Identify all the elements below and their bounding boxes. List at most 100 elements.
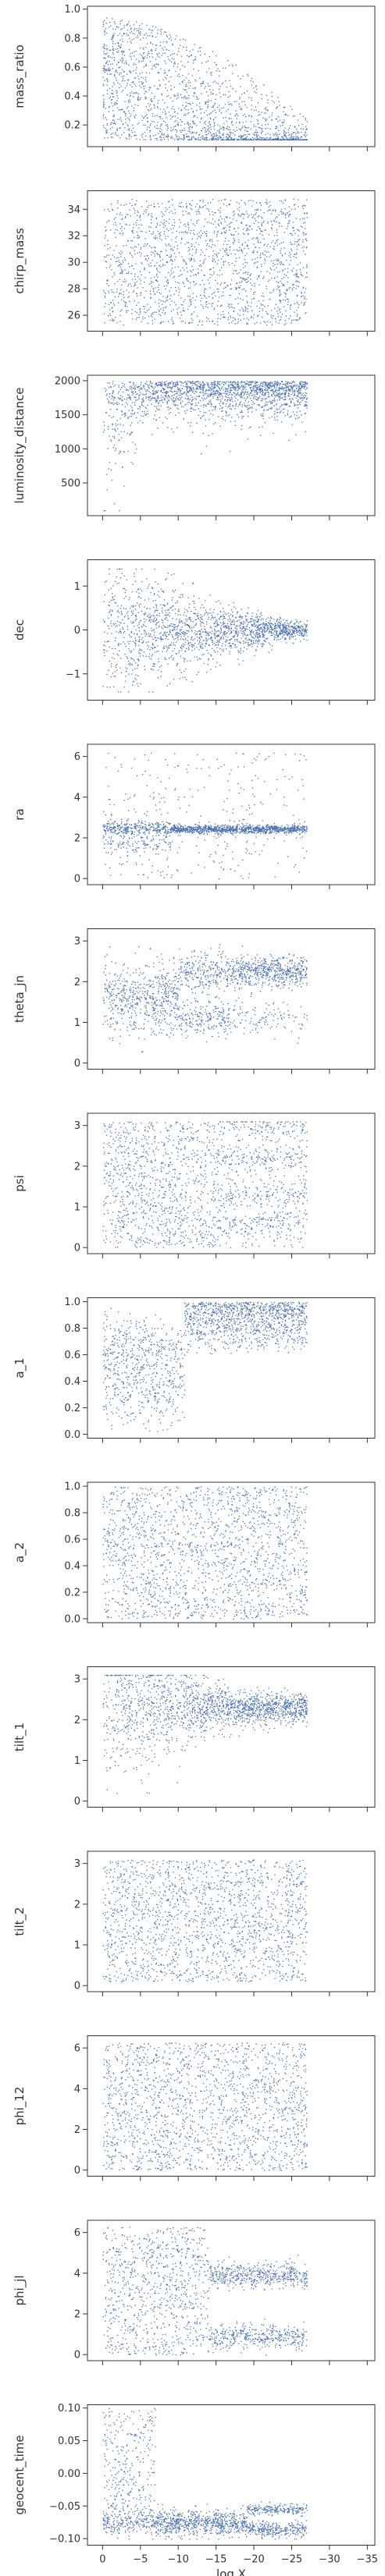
data-point — [176, 396, 178, 398]
data-point — [234, 408, 236, 410]
data-point — [130, 240, 132, 242]
data-point — [258, 276, 260, 278]
data-point — [181, 81, 184, 83]
data-point — [189, 55, 191, 57]
data-point — [205, 303, 208, 305]
data-point — [157, 276, 159, 278]
data-point — [277, 282, 279, 283]
data-point — [105, 389, 107, 391]
data-point — [145, 98, 147, 99]
data-point — [163, 137, 165, 138]
data-point — [261, 265, 262, 267]
data-point — [221, 410, 223, 412]
data-point — [145, 65, 148, 66]
data-point — [231, 222, 233, 223]
data-point — [148, 126, 151, 128]
data-point — [106, 52, 108, 54]
data-point — [122, 51, 123, 53]
data-point — [223, 314, 224, 316]
data-point — [106, 32, 108, 34]
data-point — [201, 130, 202, 132]
data-point — [289, 220, 291, 222]
data-point — [276, 137, 278, 139]
data-point — [294, 115, 296, 117]
data-point — [213, 273, 215, 275]
data-point — [242, 135, 244, 137]
data-point — [117, 202, 119, 204]
data-point — [137, 243, 139, 246]
data-point — [234, 323, 236, 325]
data-point — [287, 139, 289, 140]
data-point — [105, 235, 106, 236]
data-point — [274, 384, 276, 385]
data-point — [303, 304, 305, 306]
data-point — [285, 392, 287, 393]
data-point — [147, 43, 148, 44]
data-point — [252, 387, 254, 389]
data-point — [114, 274, 116, 275]
data-point — [227, 254, 229, 256]
data-point — [170, 88, 173, 90]
data-point — [108, 315, 109, 317]
data-point — [104, 292, 105, 293]
data-point — [276, 133, 278, 135]
data-point — [164, 69, 166, 72]
data-point — [192, 102, 194, 104]
data-point — [269, 401, 271, 403]
data-point — [176, 393, 178, 395]
data-point — [139, 139, 141, 140]
data-point — [256, 305, 258, 307]
data-point — [246, 323, 248, 325]
data-point — [104, 137, 105, 139]
data-point — [258, 310, 260, 312]
data-point — [135, 222, 137, 224]
data-point — [291, 133, 293, 135]
data-point — [205, 301, 207, 303]
data-point — [149, 293, 152, 295]
y-tick-label: 26 — [67, 310, 80, 322]
data-point — [128, 49, 130, 51]
data-point — [135, 134, 137, 136]
data-point — [164, 381, 166, 383]
data-point — [299, 381, 301, 383]
data-point — [186, 49, 187, 51]
data-point — [256, 119, 258, 121]
data-point — [303, 246, 305, 247]
data-point — [132, 232, 134, 233]
data-point — [276, 411, 279, 413]
data-point — [181, 97, 183, 98]
data-point — [242, 138, 244, 140]
data-point — [277, 258, 279, 260]
data-point — [212, 297, 213, 299]
data-point — [251, 411, 253, 413]
data-point — [121, 218, 123, 220]
data-point — [241, 406, 243, 407]
data-point — [212, 388, 214, 389]
data-point — [188, 386, 190, 388]
data-point — [276, 106, 278, 108]
data-point — [171, 387, 173, 389]
data-point — [206, 137, 208, 139]
data-point — [178, 287, 180, 289]
data-point — [145, 290, 147, 292]
data-point — [230, 279, 233, 281]
data-point — [243, 381, 244, 383]
data-point — [165, 243, 166, 245]
data-point — [173, 253, 176, 254]
data-point — [198, 396, 199, 398]
data-point — [135, 63, 137, 66]
data-point — [179, 289, 180, 290]
data-point — [187, 398, 189, 399]
data-point — [285, 383, 287, 385]
data-point — [200, 254, 201, 256]
data-point — [178, 205, 180, 207]
data-point — [194, 93, 195, 94]
data-point — [221, 218, 223, 220]
data-point — [126, 214, 127, 215]
data-point — [139, 34, 141, 36]
data-point — [213, 393, 215, 395]
data-point — [159, 322, 161, 325]
data-point — [112, 48, 114, 49]
data-point — [291, 136, 293, 137]
data-point — [162, 99, 163, 101]
